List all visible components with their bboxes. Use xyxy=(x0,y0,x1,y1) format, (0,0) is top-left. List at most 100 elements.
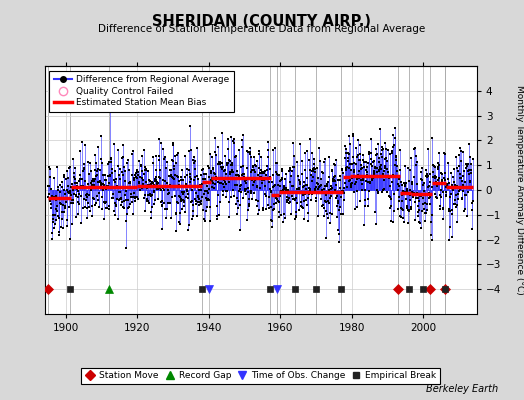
Point xyxy=(394,186,402,193)
Point xyxy=(359,157,367,164)
Point xyxy=(450,166,458,172)
Point xyxy=(411,199,419,206)
Point xyxy=(52,203,61,209)
Point xyxy=(194,196,203,203)
Point xyxy=(240,176,248,182)
Point xyxy=(468,207,476,214)
Point xyxy=(197,172,205,178)
Point xyxy=(207,168,215,174)
Point xyxy=(109,195,117,201)
Point xyxy=(216,159,225,166)
Point xyxy=(117,195,126,202)
Point xyxy=(264,138,272,145)
Point xyxy=(205,196,213,203)
Point xyxy=(421,218,429,224)
Point xyxy=(73,183,81,189)
Point xyxy=(266,186,274,192)
Point xyxy=(406,167,414,174)
Point xyxy=(83,205,92,212)
Point xyxy=(397,198,406,204)
Point xyxy=(305,190,313,197)
Point xyxy=(168,194,176,200)
Point xyxy=(281,185,290,191)
Point xyxy=(326,195,334,201)
Point xyxy=(331,162,340,168)
Point xyxy=(216,199,224,205)
Point xyxy=(335,185,344,192)
Point xyxy=(362,158,370,165)
Point xyxy=(120,198,128,204)
Point xyxy=(287,172,296,179)
Point xyxy=(387,218,395,224)
Point xyxy=(363,195,372,202)
Point xyxy=(73,188,82,194)
Point xyxy=(455,163,463,170)
Point xyxy=(297,189,305,195)
Point xyxy=(391,135,399,141)
Point xyxy=(65,190,73,197)
Point xyxy=(341,154,349,161)
Point xyxy=(176,210,184,216)
Point xyxy=(378,189,387,195)
Point xyxy=(259,169,268,175)
Point xyxy=(323,210,331,217)
Point xyxy=(149,159,157,166)
Point xyxy=(336,177,344,183)
Point xyxy=(116,176,124,182)
Point xyxy=(147,181,155,187)
Point xyxy=(334,198,342,204)
Point xyxy=(433,160,442,166)
Point xyxy=(439,205,447,211)
Point xyxy=(421,200,429,206)
Point xyxy=(407,204,416,211)
Point xyxy=(286,198,294,205)
Point xyxy=(203,204,211,210)
Point xyxy=(68,180,77,187)
Point xyxy=(165,189,173,196)
Point xyxy=(317,182,325,188)
Point xyxy=(467,170,475,176)
Point xyxy=(302,185,310,192)
Point xyxy=(468,156,477,162)
Point xyxy=(441,184,450,190)
Point xyxy=(447,191,455,198)
Point xyxy=(211,148,220,155)
Point xyxy=(458,178,466,184)
Point xyxy=(380,165,389,172)
Point xyxy=(78,176,86,182)
Point xyxy=(126,179,135,186)
Point xyxy=(101,200,109,206)
Point xyxy=(190,177,198,183)
Point xyxy=(347,184,355,190)
Point xyxy=(462,192,471,198)
Point xyxy=(45,191,53,198)
Point xyxy=(420,206,428,212)
Point xyxy=(354,136,362,143)
Point xyxy=(236,182,244,189)
Point xyxy=(242,176,250,183)
Point xyxy=(60,172,69,178)
Point xyxy=(118,155,126,161)
Point xyxy=(396,147,404,154)
Point xyxy=(350,160,358,166)
Point xyxy=(151,176,159,183)
Point xyxy=(362,167,370,174)
Point xyxy=(151,152,160,159)
Point xyxy=(319,170,328,176)
Point xyxy=(155,157,163,164)
Point xyxy=(220,176,228,183)
Point xyxy=(429,174,438,180)
Point xyxy=(174,218,183,225)
Point xyxy=(66,190,74,196)
Point xyxy=(415,198,423,204)
Point xyxy=(380,163,389,169)
Point xyxy=(442,188,450,195)
Point xyxy=(365,188,373,194)
Point xyxy=(257,170,266,176)
Point xyxy=(337,211,345,217)
Point xyxy=(246,154,255,160)
Point xyxy=(348,180,356,187)
Point xyxy=(300,216,309,222)
Point xyxy=(462,160,471,167)
Point xyxy=(179,199,188,206)
